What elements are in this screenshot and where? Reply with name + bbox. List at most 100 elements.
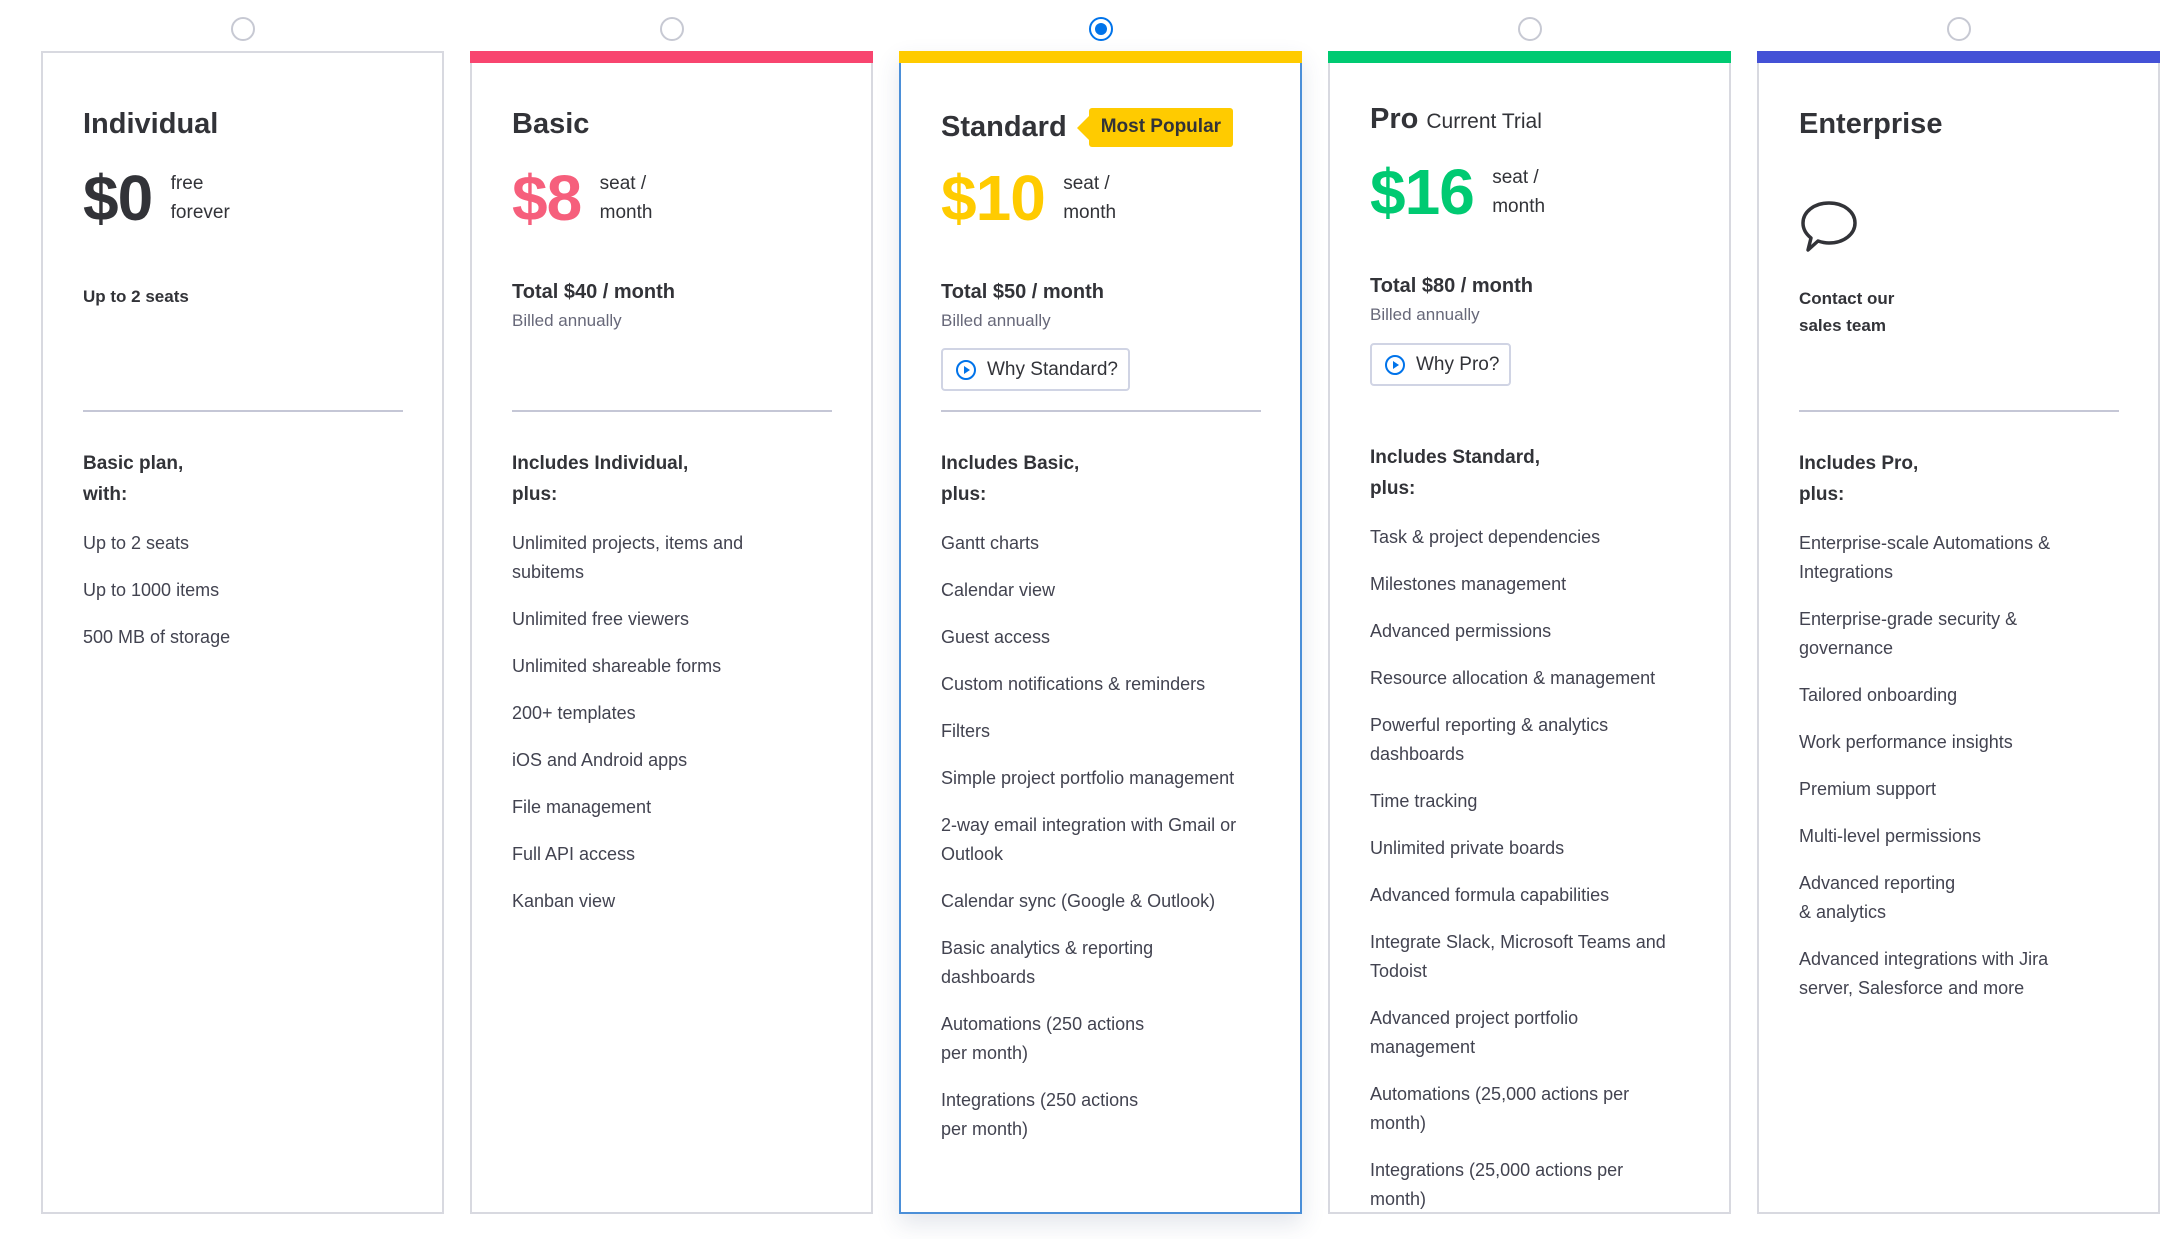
feature-item: Kanban view (512, 891, 616, 911)
plan-pro: Pro Current Trial $16 seat / month Total … (1328, 14, 1731, 1214)
plan-price: $0 free forever (83, 163, 251, 243)
total-price: Total $40 / month (512, 281, 675, 303)
price-unit: seat / month (599, 173, 653, 223)
plan-name: Individual (83, 108, 219, 140)
divider (83, 410, 403, 412)
plan-name-row: Pro Current Trial (1370, 103, 1542, 136)
plan-individual-radio[interactable] (230, 17, 255, 41)
feature-item: Automations (25,000 actions per month) (1370, 1084, 1630, 1133)
plan-name-row: Standard Most Popular (941, 108, 1234, 147)
feature-item: iOS and Android apps (512, 750, 688, 770)
feature-list: Up to 2 seats Up to 1000 items 500 MB of… (83, 529, 403, 670)
why-standard-button[interactable]: Why Standard? (941, 348, 1130, 391)
feature-item: Powerful reporting & analytics dashboard… (1370, 715, 1609, 764)
price-unit: seat / month (1063, 173, 1117, 223)
feature-item: Up to 2 seats (83, 533, 190, 553)
price-amount: $16 (1370, 156, 1475, 228)
plan-name: Standard (941, 111, 1067, 143)
plan-enterprise-radio[interactable] (1946, 17, 1971, 41)
plan-card-basic[interactable]: Basic $8 seat / month Total $40 / month … (470, 51, 873, 1214)
plan-standard: Standard Most Popular $10 seat / month To… (899, 14, 1302, 1214)
feature-item: Filters (941, 721, 990, 741)
plan-card-standard[interactable]: Standard Most Popular $10 seat / month To… (899, 51, 1302, 1214)
feature-item: Advanced integrations with Jira server, … (1799, 949, 2049, 998)
feature-item: Advanced project portfolio management (1370, 1008, 1579, 1057)
feature-item: Tailored onboarding (1799, 685, 1958, 705)
includes-heading: Includes Individual, plus: (512, 453, 689, 505)
total-price: Total $50 / month (941, 281, 1104, 303)
feature-item: Guest access (941, 627, 1051, 647)
feature-item: Calendar view (941, 580, 1056, 600)
feature-item: Multi-level permissions (1799, 826, 1982, 846)
feature-item: 2-way email integration with Gmail or Ou… (941, 815, 1237, 864)
plan-price: $16 seat / month (1370, 157, 1572, 237)
includes-heading: Basic plan, with: (83, 453, 184, 505)
pricing-plans: Individual $0 free forever Up to 2 seats… (41, 14, 2161, 1214)
plan-name: Enterprise (1799, 108, 1943, 140)
why-button-label: Why Pro? (1416, 353, 1500, 375)
billing-period: Billed annually (512, 311, 622, 330)
total-price: Total $80 / month (1370, 275, 1533, 297)
feature-item: Gantt charts (941, 533, 1040, 553)
plan-name: Pro (1370, 103, 1419, 135)
feature-item: Resource allocation & management (1370, 668, 1656, 688)
feature-item: Premium support (1799, 779, 1937, 799)
plan-price: $8 seat / month (512, 163, 680, 243)
plan-card-enterprise[interactable]: Enterprise Contact our sales team Includ… (1757, 51, 2160, 1214)
play-icon (1385, 354, 1405, 375)
feature-item: Milestones management (1370, 574, 1567, 594)
plan-basic-radio[interactable] (659, 17, 684, 41)
feature-item: Integrations (250 actions per month) (941, 1090, 1139, 1139)
includes-heading: Includes Basic, plus: (941, 453, 1080, 505)
price-unit: seat / month (1492, 167, 1546, 217)
plan-name: Basic (512, 108, 590, 140)
feature-item: File management (512, 797, 652, 817)
feature-item: Full API access (512, 844, 636, 864)
feature-list: Unlimited projects, items and subitems U… (512, 529, 782, 934)
plan-color-bar (899, 51, 1302, 63)
plan-enterprise: Enterprise Contact our sales team Includ… (1757, 14, 2160, 1214)
why-pro-button[interactable]: Why Pro? (1370, 343, 1512, 386)
chat-bubble-icon (1799, 198, 1859, 261)
seats-limit: Up to 2 seats (83, 287, 189, 306)
current-trial-label: Current Trial (1426, 110, 1542, 133)
most-popular-badge: Most Popular (1076, 108, 1234, 147)
feature-item: Simple project portfolio management (941, 768, 1235, 788)
feature-item: Unlimited private boards (1370, 838, 1565, 858)
feature-item: 500 MB of storage (83, 627, 231, 647)
plan-card-individual[interactable]: Individual $0 free forever Up to 2 seats… (41, 51, 444, 1214)
divider (512, 410, 832, 412)
plan-color-bar (470, 51, 873, 63)
includes-heading: Includes Standard, plus: (1370, 447, 1540, 499)
plan-price: $10 seat / month (941, 163, 1143, 243)
billing-period: Billed annually (1370, 305, 1480, 324)
feature-item: Task & project dependencies (1370, 527, 1601, 547)
price-amount: $10 (941, 162, 1046, 234)
plan-standard-radio[interactable] (1088, 17, 1113, 41)
feature-list: Gantt charts Calendar view Guest access … (941, 529, 1271, 1162)
divider (941, 410, 1261, 412)
divider (1799, 410, 2119, 412)
billing-period: Billed annually (941, 311, 1051, 330)
feature-item: Calendar sync (Google & Outlook) (941, 891, 1216, 911)
plan-color-bar (1757, 51, 2160, 63)
feature-item: Basic analytics & reporting dashboards (941, 938, 1154, 987)
feature-item: Automations (250 actions per month) (941, 1014, 1145, 1063)
why-button-label: Why Standard? (987, 358, 1118, 380)
plan-card-pro[interactable]: Pro Current Trial $16 seat / month Total … (1328, 51, 1731, 1214)
contact-sales-text: Contact our sales team (1799, 289, 1895, 335)
feature-list: Task & project dependencies Milestones m… (1370, 523, 1700, 1232)
feature-item: Unlimited free viewers (512, 609, 690, 629)
feature-item: Up to 1000 items (83, 580, 220, 600)
feature-item: Custom notifications & reminders (941, 674, 1206, 694)
feature-item: Advanced permissions (1370, 621, 1552, 641)
feature-list: Enterprise-scale Automations & Integrati… (1799, 529, 2089, 1021)
feature-item: Unlimited projects, items and subitems (512, 533, 744, 582)
plan-basic: Basic $8 seat / month Total $40 / month … (470, 14, 873, 1214)
includes-heading: Includes Pro, plus: (1799, 453, 1919, 505)
plan-pro-radio[interactable] (1517, 17, 1542, 41)
price-amount: $8 (512, 162, 582, 234)
feature-item: Integrate Slack, Microsoft Teams and Tod… (1370, 932, 1666, 981)
feature-item: Enterprise-grade security & governance (1799, 609, 2018, 658)
feature-item: Advanced reporting & analytics (1799, 873, 1956, 922)
